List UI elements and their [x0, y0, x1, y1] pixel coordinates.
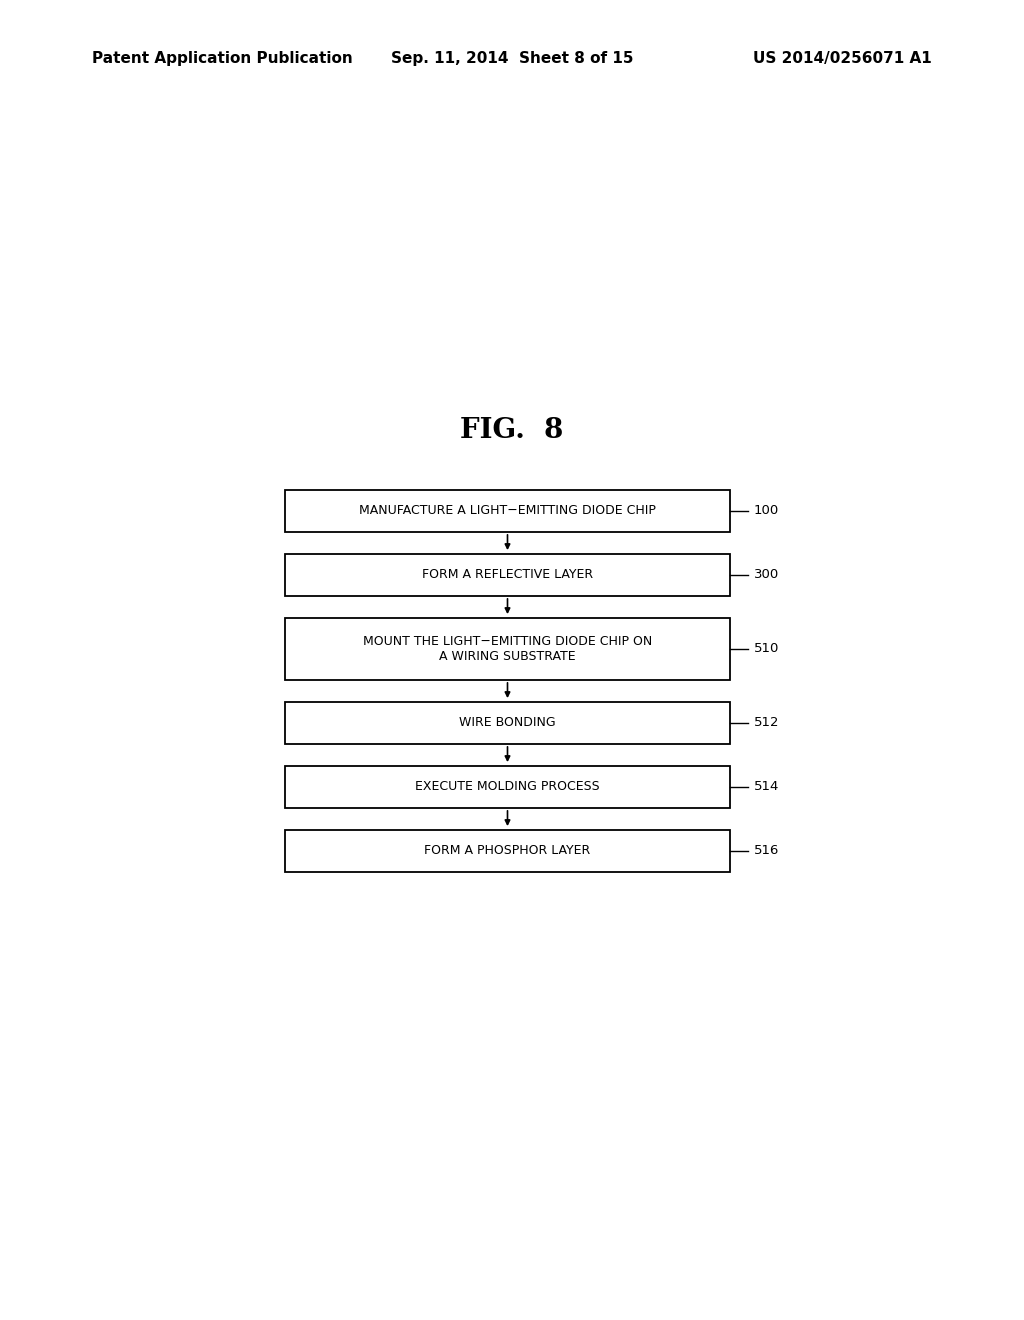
Text: 512: 512	[754, 717, 779, 730]
Text: FORM A REFLECTIVE LAYER: FORM A REFLECTIVE LAYER	[422, 569, 593, 582]
Text: US 2014/0256071 A1: US 2014/0256071 A1	[753, 50, 932, 66]
Bar	[285, 618, 730, 680]
Text: FIG.  8: FIG. 8	[461, 417, 563, 444]
Text: 514: 514	[754, 780, 779, 793]
Text: WIRE BONDING: WIRE BONDING	[459, 717, 556, 730]
Text: 300: 300	[754, 569, 779, 582]
Text: 516: 516	[754, 845, 779, 858]
Text: 510: 510	[754, 643, 779, 656]
Text: Patent Application Publication: Patent Application Publication	[92, 50, 353, 66]
Text: FORM A PHOSPHOR LAYER: FORM A PHOSPHOR LAYER	[424, 845, 591, 858]
Bar	[285, 830, 730, 873]
Text: MANUFACTURE A LIGHT−EMITTING DIODE CHIP: MANUFACTURE A LIGHT−EMITTING DIODE CHIP	[359, 504, 656, 517]
Bar	[285, 554, 730, 597]
Text: MOUNT THE LIGHT−EMITTING DIODE CHIP ON
A WIRING SUBSTRATE: MOUNT THE LIGHT−EMITTING DIODE CHIP ON A…	[362, 635, 652, 663]
Bar	[285, 490, 730, 532]
Text: EXECUTE MOLDING PROCESS: EXECUTE MOLDING PROCESS	[415, 780, 600, 793]
Text: 100: 100	[754, 504, 779, 517]
Bar	[285, 766, 730, 808]
Bar	[285, 702, 730, 744]
Text: Sep. 11, 2014  Sheet 8 of 15: Sep. 11, 2014 Sheet 8 of 15	[391, 50, 633, 66]
